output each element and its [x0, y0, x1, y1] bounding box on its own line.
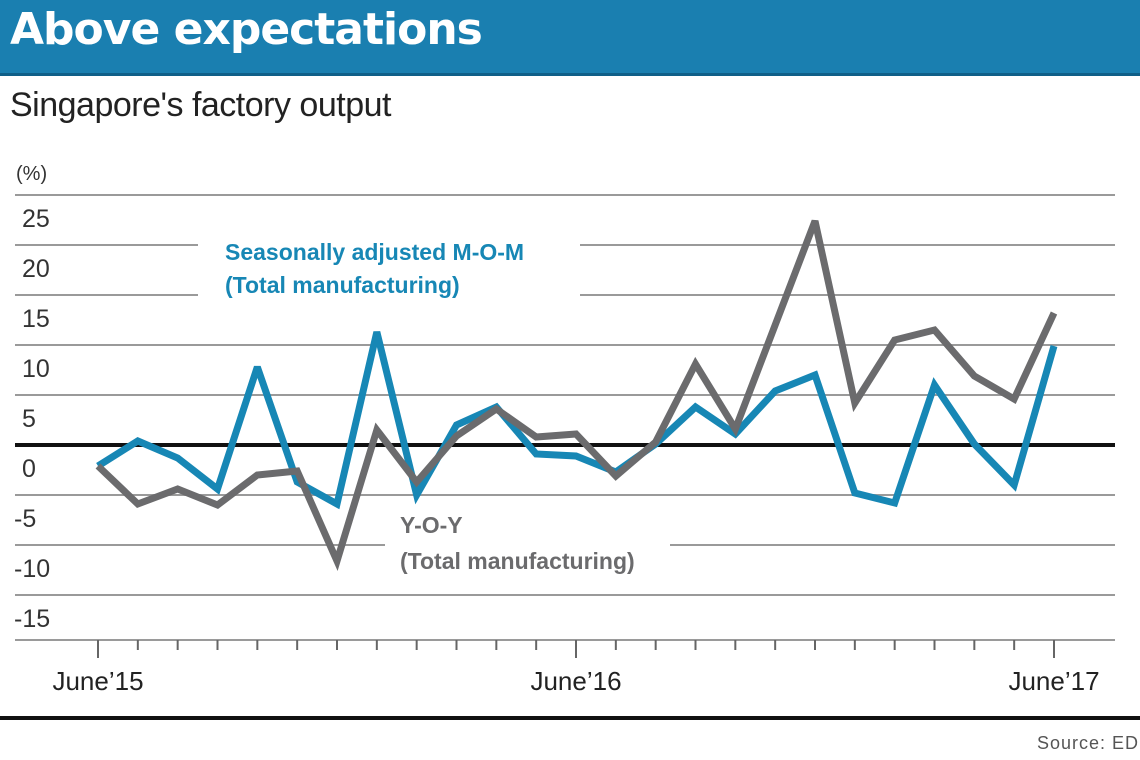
- y-tick-label: 10: [22, 355, 50, 383]
- y-tick-label: 20: [22, 255, 50, 283]
- y-tick-label: -15: [14, 605, 50, 633]
- y-tick-label: 5: [22, 405, 36, 433]
- y-tick-label: 15: [22, 305, 50, 333]
- chart-title: Above expectations: [10, 4, 483, 55]
- yoy-series-label: Y-O-Y: [400, 512, 463, 538]
- yoy-series-sublabel: (Total manufacturing): [400, 548, 635, 574]
- mom-series-line: [96, 331, 1058, 510]
- chart-subtitle: Singapore's factory output: [10, 86, 391, 124]
- mom-series-sublabel: (Total manufacturing): [225, 272, 460, 298]
- title-banner: Above expectations: [0, 0, 1140, 76]
- y-axis-unit-label: (%): [16, 163, 47, 185]
- label-background: [385, 520, 670, 580]
- mom-series-label: Seasonally adjusted M-O-M: [225, 239, 524, 265]
- y-tick-label: 0: [22, 455, 36, 483]
- y-tick-label: -5: [14, 505, 36, 533]
- x-tick-label: June’16: [530, 666, 621, 696]
- x-tick-label: June’17: [1008, 666, 1099, 696]
- label-background: [198, 232, 580, 302]
- x-tick-label: June’15: [52, 666, 143, 696]
- source-note: Source: EDB: [1036, 733, 1140, 753]
- y-tick-label: -10: [14, 555, 50, 583]
- y-tick-label: 25: [22, 205, 50, 233]
